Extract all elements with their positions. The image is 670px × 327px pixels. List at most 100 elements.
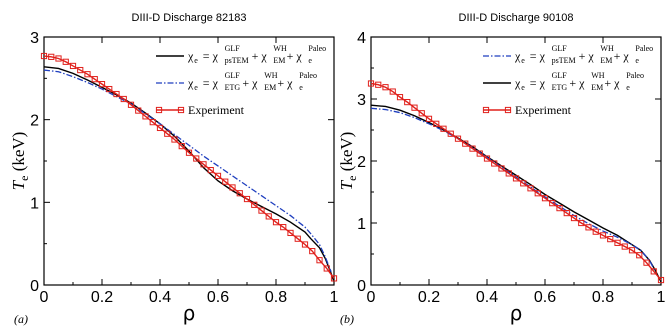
experiment-marker	[585, 224, 592, 231]
experiment-marker	[650, 268, 657, 275]
experiment-marker	[462, 140, 469, 147]
legend-formula-superscript: WH	[273, 44, 287, 53]
legend-label: χe = χ ETGGLF + χ EMWH + χ ePaleo	[187, 71, 317, 92]
x-axis-label: ρ	[510, 301, 523, 325]
experiment-marker	[222, 178, 229, 185]
experiment-marker	[272, 219, 280, 226]
y-tick-label: 3	[357, 92, 366, 109]
experiment-marker	[280, 224, 287, 231]
legend-formula-text: χ	[187, 76, 194, 90]
experiment-marker	[599, 232, 607, 239]
legend-label: χe = χ ETGGLF + χ EMWH + χ ePaleo	[514, 71, 644, 92]
x-tick-label: 0.2	[91, 289, 113, 306]
experiment-marker	[382, 84, 389, 91]
experiment-marker	[643, 259, 650, 266]
chart-title: DIII-D Discharge 82183	[132, 12, 247, 24]
experiment-marker	[411, 104, 418, 111]
legend-formula-text: = χ	[200, 76, 219, 90]
x-tick-label: 0.2	[418, 289, 440, 306]
chart-title: DIII-D Discharge 90108	[459, 12, 574, 24]
experiment-marker	[527, 185, 534, 192]
legend-label: Experiment	[515, 103, 572, 117]
x-tick-labels: 0 0.2 0.4 0.6 0.8 1	[40, 37, 339, 306]
experiment-marker	[483, 155, 491, 162]
experiment-marker	[236, 190, 243, 197]
experiment-marker	[433, 120, 440, 127]
experiment-marker	[476, 150, 483, 157]
y-tick-labels: 0 1 2 3	[30, 30, 334, 295]
legend-formula-subscript: EM	[600, 56, 612, 65]
legend-formula-text: χ	[514, 49, 521, 63]
experiment-marker	[265, 213, 272, 220]
x-tick-label: 0	[367, 289, 376, 306]
experiment-marker	[106, 85, 113, 93]
experiment-marker	[135, 107, 142, 114]
legend-formula-subscript: e	[194, 56, 198, 65]
y-tick-label: 2	[30, 113, 39, 130]
experiment-marker	[425, 115, 433, 122]
experiment-marker	[193, 155, 200, 162]
legend-marker	[504, 106, 512, 114]
legend-formula-superscript: Paleo	[626, 71, 644, 80]
legend-formula-text: + χ	[284, 49, 303, 63]
legend-formula-text: = χ	[200, 49, 219, 63]
x-tick-label: 0.4	[149, 289, 171, 306]
legend-label: χe = χ psTEMGLF + χ EMWH + χ ePaleo	[187, 44, 326, 65]
experiment-marker	[389, 88, 396, 95]
panel-a: DIII-D Discharge 82183 0 0.2 0.4 0.6 0.8 1 0 1…	[9, 12, 339, 326]
legend-formula-superscript: GLF	[225, 44, 241, 53]
panel-label: (b)	[340, 312, 354, 326]
experiment-marker	[367, 80, 375, 87]
y-tick-label: 3	[30, 30, 39, 47]
legend-formula-subscript: EM	[264, 83, 276, 92]
experiment-marker	[69, 62, 77, 70]
legend-formula-superscript: GLF	[552, 44, 568, 53]
y-label-main: T	[337, 179, 356, 190]
x-tick-label: 1	[657, 289, 666, 306]
experiment-marker	[570, 214, 578, 222]
y-label-main: T	[9, 179, 28, 190]
experiment-marker	[84, 71, 91, 78]
legend-marker	[177, 106, 185, 114]
x-tick-label: 1	[330, 289, 339, 306]
legend-formula-subscript: psTEM	[552, 56, 576, 65]
legend-formula-subscript: EM	[273, 56, 285, 65]
experiment-marker	[98, 81, 106, 88]
experiment-marker	[62, 58, 69, 65]
experiment-marker	[301, 241, 309, 248]
experiment-marker	[164, 130, 171, 137]
experiment-marker	[251, 201, 258, 208]
experiment-marker	[171, 136, 178, 143]
legend-formula-text: + χ	[611, 49, 630, 63]
x-tick-label: 0.4	[476, 289, 498, 306]
x-tick-label: 0.8	[592, 289, 614, 306]
legend-formula-superscript: GLF	[225, 71, 241, 80]
legend-formula-subscript: e	[299, 83, 303, 92]
legend-formula-text: + χ	[576, 49, 595, 63]
experiment-marker	[396, 94, 404, 101]
y-label-unit: (keV)	[337, 132, 356, 176]
x-tick-labels: 0 0.2 0.4 0.6 0.8 1	[367, 37, 666, 306]
experiment-marker	[40, 52, 48, 60]
legend-formula-superscript: Paleo	[635, 44, 653, 53]
experiment-marker	[113, 90, 120, 98]
legend-formula-subscript: EM	[591, 83, 603, 92]
y-tick-label: 1	[30, 195, 39, 212]
legend-formula-text: + χ	[566, 76, 585, 90]
legend-formula-superscript: WH	[600, 44, 614, 53]
experiment-marker	[541, 195, 549, 202]
experiment-marker	[578, 219, 585, 227]
experiment-marker	[127, 101, 135, 108]
y-tick-label: 1	[357, 216, 366, 233]
y-tick-label: 4	[357, 30, 366, 47]
experiment-marker	[309, 248, 316, 255]
experiment-marker	[120, 95, 127, 103]
experiment-marker	[330, 275, 338, 282]
legend-label: χe = χ psTEMGLF + χ EMWH + χ ePaleo	[514, 44, 653, 65]
experiment-marker	[229, 184, 236, 191]
experiment-marker	[454, 135, 462, 142]
experiment-marker	[185, 149, 193, 156]
legend-formula-subscript: ETG	[552, 83, 568, 92]
